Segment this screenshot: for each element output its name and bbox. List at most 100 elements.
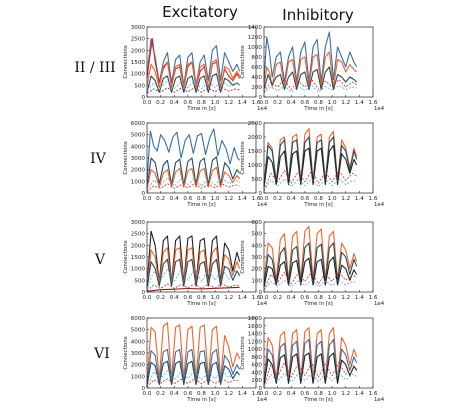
x-tick-label: 1.4 [238, 196, 247, 202]
y-tick-label: 1000 [248, 347, 263, 353]
series-line-II/III-exc-orange [146, 59, 241, 89]
series-line-II/III-inh-orange [263, 51, 358, 88]
y-tick-label: 5000 [131, 133, 146, 139]
y-tick-label: 2000 [248, 135, 263, 141]
series-line-V-exc-orange [146, 247, 241, 288]
series-line-VI-inh-red-dashed [263, 362, 357, 387]
y-axis-label: Connections [240, 240, 246, 274]
y-axis-label: Connections [123, 45, 129, 79]
x-tick-label: 0.4 [170, 295, 179, 301]
x-tick-label: 1.0 [211, 100, 220, 106]
x-tick-label: 1.2 [341, 100, 350, 106]
x-tick-label: 0.4 [287, 391, 296, 397]
y-tick-label: 2500 [131, 232, 146, 238]
y-tick-label: 600 [251, 220, 262, 226]
x-tick-label: 1.6 [252, 100, 261, 106]
x-tick-label: 0.2 [156, 295, 165, 301]
x-tick-label: 0.6 [300, 196, 309, 202]
x-tick-label: 1.0 [328, 295, 337, 301]
y-tick-label: 1500 [131, 60, 146, 66]
x-axis-label: Time in [s] [303, 397, 333, 403]
y-tick-label: 0 [141, 290, 145, 296]
y-tick-label: 1500 [248, 149, 263, 155]
y-tick-label: 6000 [131, 121, 146, 127]
x-tick-label: 0.4 [287, 196, 296, 202]
x-tick-label: 0.6 [300, 100, 309, 106]
x-tick-label: 1.4 [355, 196, 364, 202]
series-line-VI-exc-orange [146, 322, 241, 383]
x-tick-label: 1.0 [211, 295, 220, 301]
y-tick-label: 1000 [248, 45, 263, 51]
x-tick-label: 0.6 [183, 391, 192, 397]
y-tick-label: 1600 [248, 324, 263, 330]
y-axis-label: Connections [123, 336, 129, 370]
y-tick-label: 4000 [131, 339, 146, 345]
x-tick-label: 0.0 [260, 391, 269, 397]
x-offset-label: 1e4 [257, 397, 268, 403]
series-line-VI-exc-teal [146, 360, 241, 386]
series-line-VI-inh-blue [263, 338, 358, 385]
y-tick-label: 6000 [131, 316, 146, 322]
series-line-II/III-exc-lightblue-dashed [146, 80, 240, 91]
x-offset-label: 1e4 [374, 202, 385, 208]
x-tick-label: 0.0 [143, 100, 152, 106]
y-axis-label: Connections [240, 336, 246, 370]
y-tick-label: 400 [251, 243, 262, 249]
x-tick-label: 0.2 [273, 100, 282, 106]
y-tick-label: 0 [141, 386, 145, 392]
series-line-VI-exc-lightblue-dashed [146, 370, 240, 387]
x-tick-label: 1.6 [369, 100, 378, 106]
series-line-VI-inh-lightblue-dashed [263, 372, 357, 388]
x-tick-label: 0.6 [183, 100, 192, 106]
x-tick-label: 0.2 [156, 100, 165, 106]
series-line-V-exc-darkred [146, 286, 240, 292]
y-tick-label: 1500 [131, 255, 146, 261]
y-tick-label: 3000 [131, 25, 146, 31]
x-tick-label: 0.6 [300, 295, 309, 301]
series-line-IV-exc-orange [146, 166, 241, 190]
y-tick-label: 1800 [248, 316, 263, 322]
y-tick-label: 600 [251, 363, 262, 369]
y-tick-label: 800 [251, 355, 262, 361]
y-tick-label: 3000 [131, 156, 146, 162]
x-tick-label: 0.0 [260, 196, 269, 202]
y-tick-label: 1400 [248, 25, 263, 31]
y-tick-label: 1000 [248, 163, 263, 169]
x-tick-label: 1.4 [238, 100, 247, 106]
x-offset-label: 1e4 [257, 301, 268, 307]
x-tick-label: 1.6 [252, 196, 261, 202]
x-tick-label: 0.8 [197, 196, 206, 202]
x-tick-label: 1.0 [211, 196, 220, 202]
x-tick-label: 1.6 [252, 391, 261, 397]
column-title-excitatory: Excitatory [162, 3, 238, 21]
y-tick-label: 0 [258, 95, 262, 101]
y-tick-label: 1000 [131, 267, 146, 273]
x-tick-label: 0.4 [170, 196, 179, 202]
series-line-V-inh-black [263, 256, 358, 288]
x-tick-label: 1.2 [341, 196, 350, 202]
series-line-IV-inh-black [263, 144, 358, 188]
x-tick-label: 0.8 [197, 295, 206, 301]
y-axis-label: Connections [240, 45, 246, 79]
x-tick-label: 0.6 [183, 196, 192, 202]
y-tick-label: 2000 [131, 168, 146, 174]
series-line-V-exc-lightblue-dashed [146, 268, 240, 290]
x-tick-label: 0.8 [314, 391, 323, 397]
series-line-V-inh-lightblue-dashed [263, 279, 357, 291]
x-tick-label: 0.6 [183, 295, 192, 301]
x-tick-label: 1.6 [252, 295, 261, 301]
series-line-V-exc-teal [146, 258, 241, 289]
row-label-layer-2-3: II / III [74, 60, 115, 76]
series-line-VI-inh-orange [263, 327, 358, 383]
series-line-II/III-exc-teal [146, 73, 241, 93]
series-line-IV-inh-red-dashed [263, 170, 357, 191]
x-tick-label: 0.2 [273, 391, 282, 397]
x-tick-label: 1.0 [211, 391, 220, 397]
x-tick-label: 1.6 [369, 391, 378, 397]
x-tick-label: 0.2 [156, 196, 165, 202]
column-title-inhibitory: Inhibitory [282, 6, 354, 24]
